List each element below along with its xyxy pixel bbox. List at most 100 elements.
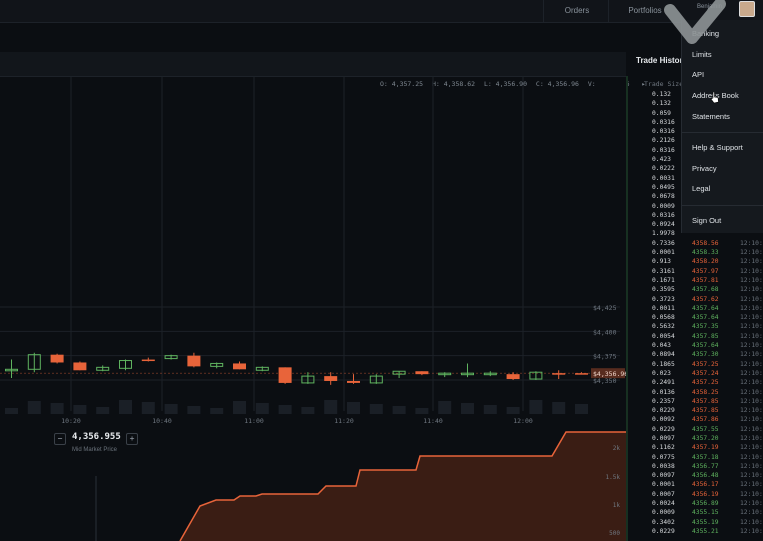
trade-row: 0.0229 4357.55 12:10: — [630, 425, 763, 434]
menu-item-address-book[interactable]: Address Book — [692, 91, 739, 100]
trade-time: 12:10: — [740, 323, 763, 331]
nav-orders[interactable]: Orders — [564, 6, 590, 15]
trade-history-list: 0.132 0.132 0.059 0.0316 0.0316 0.2126 0.0316 0… — [630, 90, 763, 536]
price-chart[interactable]: $4,425 $4,400 $4,375 $4,350 10:20 10:40 11:00 1… — [0, 76, 626, 541]
candle-body — [187, 355, 201, 367]
volume-bar — [210, 408, 224, 414]
menu-item-limits[interactable]: Limits — [692, 50, 712, 59]
trade-time: 12:10: — [740, 388, 763, 396]
trade-row: 0.1671 4357.81 12:10: — [630, 276, 763, 285]
volume-bar — [255, 403, 269, 414]
trade-size: 0.0678 — [652, 193, 675, 201]
trade-price: 4357.30 — [692, 351, 719, 359]
volume-bar — [301, 407, 315, 414]
trade-row: 0.0038 4356.77 12:10: — [630, 462, 763, 471]
depth-axis-label: 500 — [609, 530, 620, 537]
panel-splitter[interactable] — [626, 76, 628, 541]
menu-item-legal[interactable]: Legal — [692, 184, 711, 193]
trade-time: 12:10: — [740, 314, 763, 322]
candle-body — [369, 375, 383, 384]
user-avatar[interactable] — [739, 1, 755, 17]
trade-row: 0.2491 4357.25 12:10: — [630, 378, 763, 387]
nav-portfolios[interactable]: Portfolios — [628, 6, 662, 15]
zoom-in-button[interactable]: + — [126, 433, 138, 445]
y-axis-label: $4,375 — [593, 353, 617, 361]
trade-price: 4355.19 — [692, 518, 719, 526]
menu-item-privacy[interactable]: Privacy — [692, 164, 717, 173]
top-navigation-bar: Orders Portfolios — [0, 0, 763, 23]
candle-body — [119, 360, 132, 369]
trade-size: 0.0229 — [652, 425, 675, 433]
trade-size: 0.0009 — [652, 509, 675, 517]
menu-item-banking[interactable]: Banking — [692, 29, 720, 38]
trade-size: 1.9978 — [652, 230, 675, 238]
trade-size: 0.0316 — [652, 211, 675, 219]
ohlc-high: H: 4,358.62 — [431, 80, 476, 88]
trade-time: 12:10: — [740, 518, 763, 526]
candle-body — [233, 363, 246, 370]
trade-row: 0.0678 — [630, 192, 763, 201]
mid-market-label: Mid Market Price — [72, 447, 118, 453]
trade-size: 0.0001 — [652, 481, 675, 489]
menu-item-statements[interactable]: Statements — [692, 112, 730, 121]
current-price-tag: $4,356.96 — [593, 370, 626, 378]
depth-axis-label: 1.5k — [606, 474, 621, 481]
trade-price: 4357.64 — [692, 342, 719, 350]
trade-row: 0.3161 4357.97 12:10: — [630, 267, 763, 276]
trade-price: 4357.97 — [692, 267, 719, 275]
candle-body — [483, 372, 497, 376]
user-name[interactable]: Benjamin — [697, 4, 723, 10]
trade-row: 0.7336 4358.56 12:10: — [630, 239, 763, 248]
trade-size: 0.0009 — [652, 202, 675, 210]
trade-size: 0.132 — [652, 91, 671, 98]
candle-body — [324, 376, 338, 381]
trade-price: 4356.48 — [692, 472, 719, 480]
ohlc-low: L: 4,356.90 — [483, 80, 527, 88]
candle-body — [27, 354, 41, 370]
trade-price: 4355.21 — [692, 527, 719, 535]
trade-size: 0.0136 — [652, 388, 675, 396]
trade-size: 0.0054 — [652, 332, 675, 340]
menu-divider — [682, 132, 763, 133]
candle-body — [575, 373, 588, 375]
trade-time: 12:10: — [740, 360, 763, 368]
candle-body — [5, 368, 18, 372]
trade-time: 12:10: — [740, 369, 763, 377]
trade-row: 0.3723 4357.62 12:10: — [630, 295, 763, 304]
zoom-out-button[interactable]: − — [54, 433, 66, 445]
trade-size: 0.0222 — [652, 165, 675, 173]
trade-price: 4356.77 — [692, 462, 719, 470]
trade-size: 0.423 — [652, 156, 671, 164]
trade-row: 0.0011 4357.64 12:10: — [630, 304, 763, 313]
trade-price: 4356.89 — [692, 500, 719, 508]
trade-time: 12:10: — [740, 416, 763, 424]
trade-price: 4357.25 — [692, 379, 719, 387]
trade-row: 0.0222 — [630, 164, 763, 173]
candle-body — [461, 372, 474, 376]
trade-time: 12:10: — [740, 276, 763, 284]
menu-item-sign-out[interactable]: Sign Out — [692, 216, 722, 225]
volume-bar — [233, 401, 246, 414]
candle-body — [438, 372, 452, 376]
trade-price: 4356.17 — [692, 481, 719, 489]
trade-row: 0.5632 4357.35 12:10: — [630, 322, 763, 331]
trade-size: 0.0316 — [652, 128, 675, 136]
trade-time: 12:10: — [740, 500, 763, 508]
trade-time: 12:10: — [740, 444, 763, 452]
trade-price: 4357.64 — [692, 304, 719, 312]
trade-size: 0.0024 — [652, 500, 675, 508]
volume-bar — [369, 404, 383, 414]
menu-item-api[interactable]: API — [692, 70, 705, 79]
volume-bar — [506, 407, 520, 414]
checkmark-overlay-icon — [664, 0, 726, 44]
menu-item-help-support[interactable]: Help & Support — [692, 143, 743, 152]
trade-time: 12:10: — [740, 481, 763, 489]
axis-labels: $4,425 $4,400 $4,375 $4,350 10:20 10:40 11:00 1… — [61, 304, 626, 537]
play-icon[interactable]: ▸ — [641, 80, 646, 88]
volume-bar — [415, 408, 429, 414]
volume-bar — [96, 407, 110, 414]
trade-size: 0.0229 — [652, 527, 675, 535]
candle-body — [141, 359, 155, 362]
x-axis-label: 11:20 — [334, 417, 354, 425]
candle-body — [529, 371, 543, 380]
